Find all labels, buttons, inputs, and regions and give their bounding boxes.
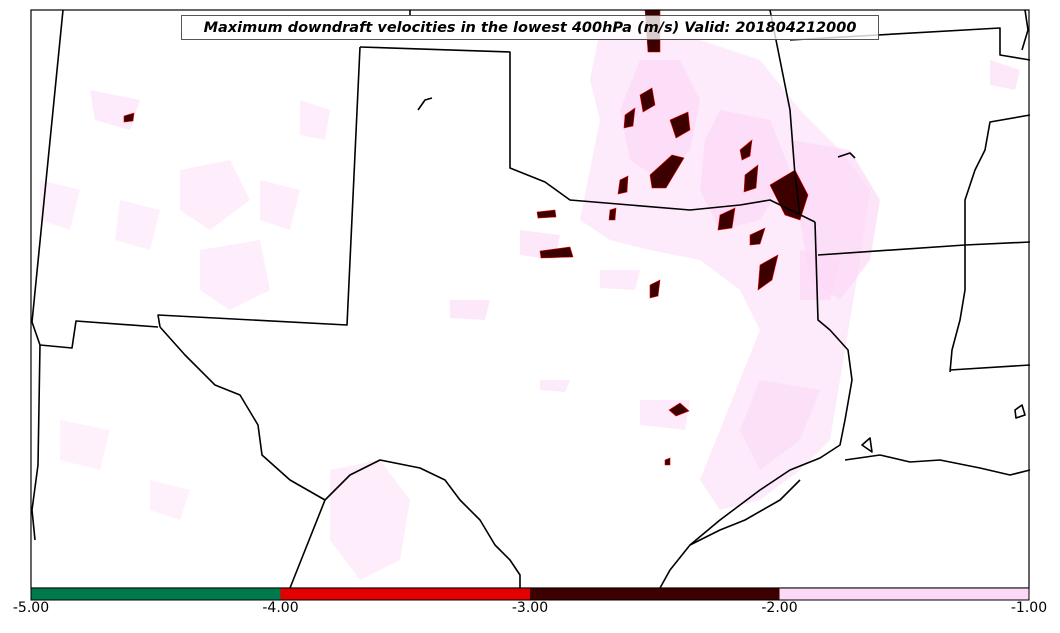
colorbar-tick-label: -2.00 [761,600,798,616]
colorbar-bin-2 [530,588,780,600]
map-title: Maximum downdraft velocities in the lowe… [181,15,879,40]
colorbar-tick-label: -4.00 [262,600,299,616]
colorbar [30,587,1030,601]
moderate-downdraft-cores [123,9,809,466]
colorbar-frame [30,587,1030,601]
colorbar-bin-0 [31,588,281,600]
state-boundaries [31,9,1031,589]
colorbar-tick-label: -1.00 [1010,600,1048,616]
colorbar-tick-label: -3.00 [511,600,549,616]
colorbar-bin-3 [779,588,1029,600]
weak-downdraft-field [40,20,1020,580]
colorbar-tick-label: -5.00 [12,600,50,616]
colorbar-bin-1 [280,588,530,600]
